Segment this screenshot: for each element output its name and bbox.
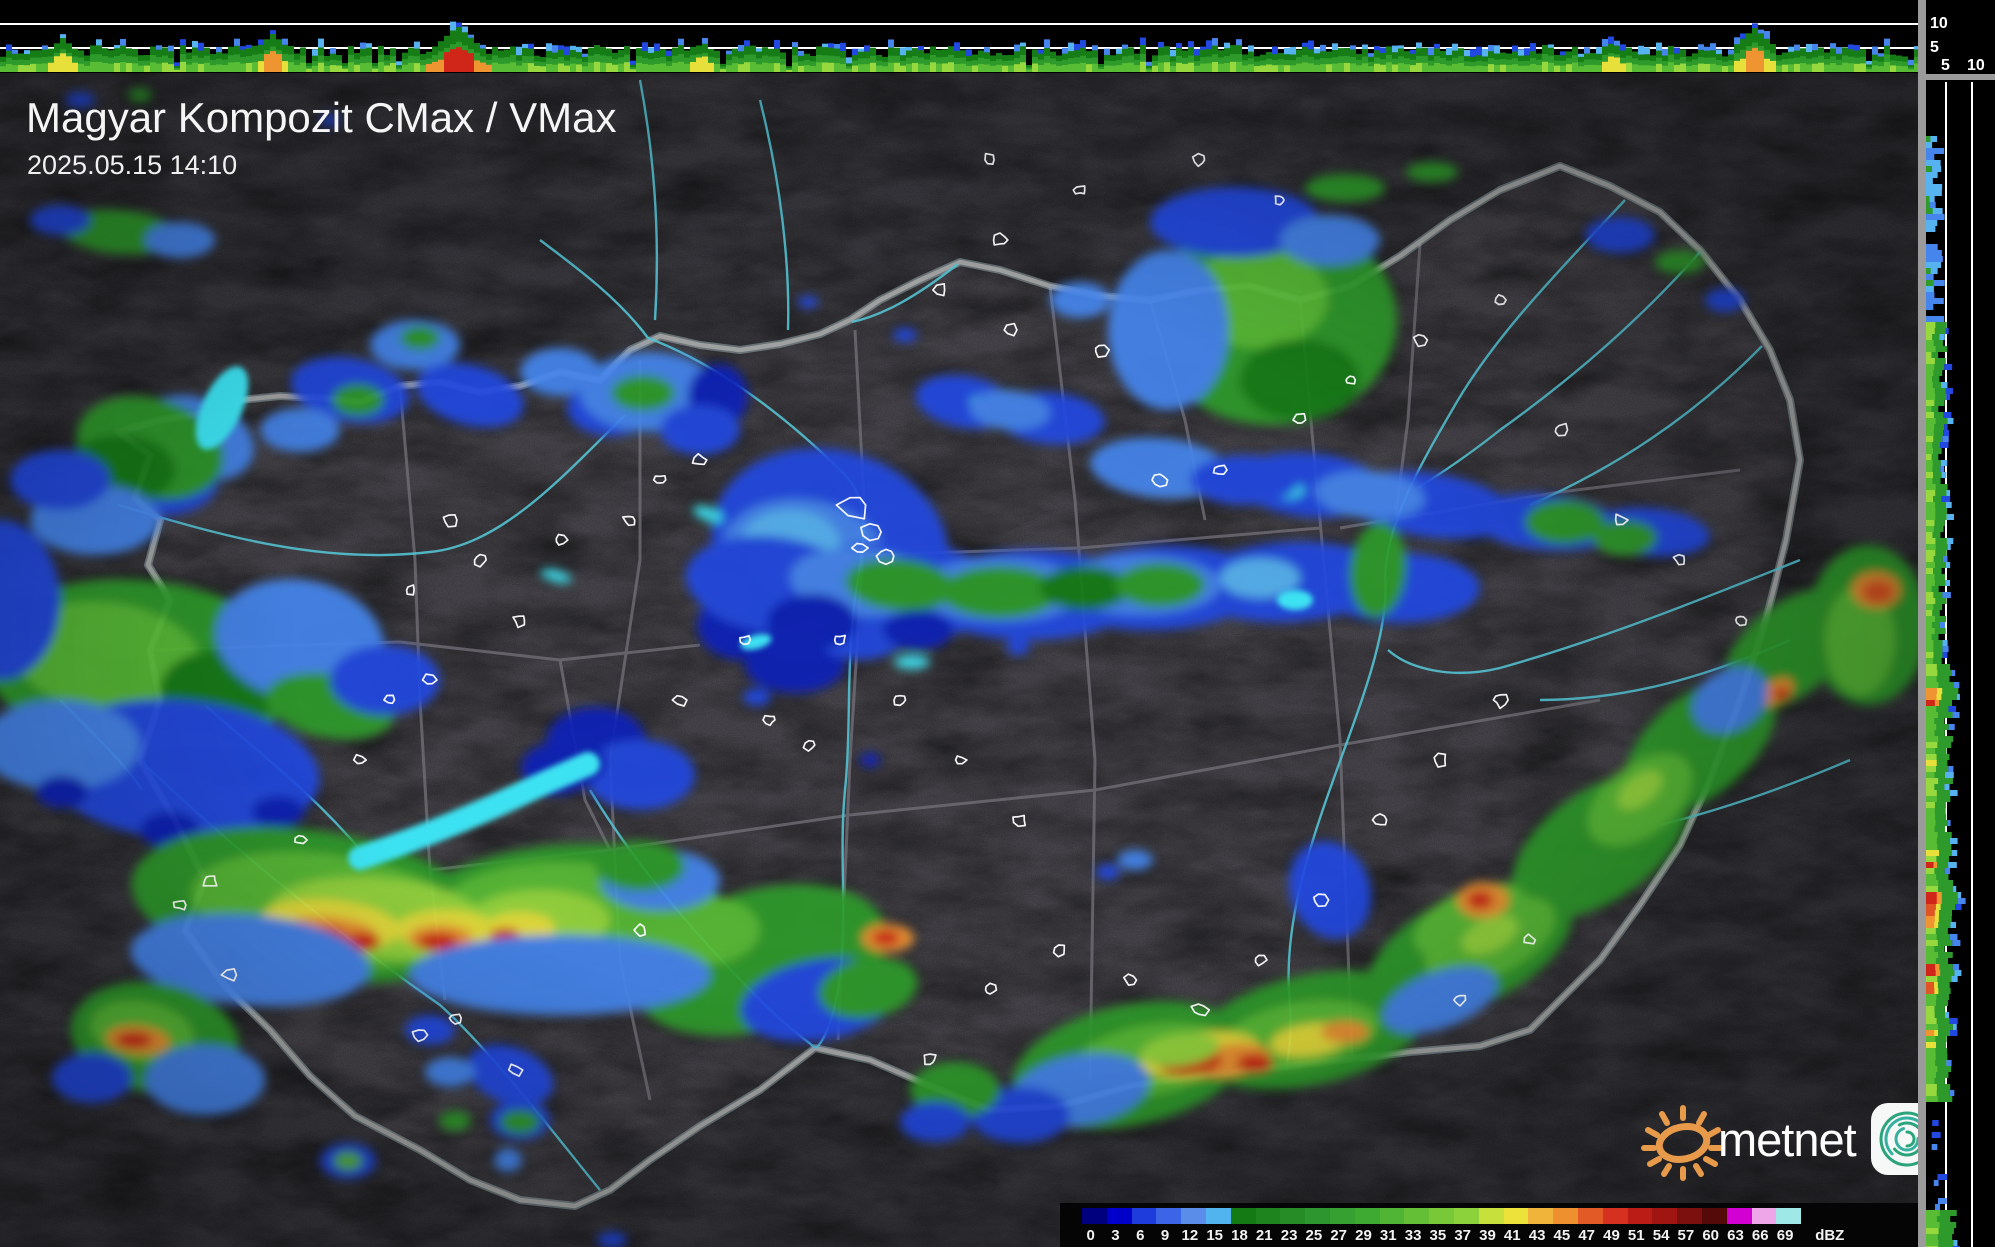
height-axis-tick-label: 10	[1967, 57, 1985, 74]
dbz-colorbar	[1082, 1208, 1802, 1224]
dbz-tick-label: 69	[1776, 1227, 1794, 1244]
dbz-color-segment	[1751, 1208, 1777, 1224]
lake-ferto	[195, 366, 249, 450]
dbz-color-segment	[1577, 1208, 1603, 1224]
dbz-tick-label: 31	[1379, 1227, 1397, 1244]
dbz-tick-label: 39	[1479, 1227, 1496, 1244]
lake-balaton	[348, 752, 600, 870]
dbz-color-segment	[1528, 1208, 1554, 1224]
metnet-wordmark: metnet	[1718, 1112, 1857, 1166]
country-border	[114, 162, 1804, 1210]
dbz-tick-label: 60	[1702, 1227, 1720, 1244]
dbz-tick-label: 45	[1553, 1227, 1571, 1244]
dbz-color-segment	[1701, 1208, 1727, 1224]
dbz-tick-label: 27	[1330, 1227, 1348, 1244]
dbz-tick-label: 6	[1136, 1227, 1145, 1244]
dbz-tick-label: 43	[1528, 1227, 1546, 1244]
height-axis-tick-label: 10	[1930, 15, 1948, 32]
dbz-color-segment	[1379, 1208, 1405, 1224]
dbz-color-segment	[1453, 1208, 1479, 1224]
lake-tisza	[1277, 590, 1313, 610]
dbz-tick-label: 25	[1305, 1227, 1323, 1244]
dbz-color-segment	[1329, 1208, 1355, 1224]
dbz-color-segment	[1726, 1208, 1752, 1224]
radar-echo-layer	[0, 88, 1920, 1247]
vmax-top-cross-section	[0, 0, 1918, 73]
dbz-color-segment	[1602, 1208, 1628, 1224]
dbz-tick-label: 66	[1751, 1227, 1769, 1244]
dbz-tick-label: 47	[1578, 1227, 1596, 1244]
lakes	[195, 366, 1313, 870]
dbz-color-segment	[1627, 1208, 1653, 1224]
dbz-color-segment	[1205, 1208, 1231, 1224]
panel-separator-vertical	[1918, 0, 1926, 1247]
dbz-tick-label: 63	[1727, 1227, 1744, 1244]
dbz-color-segment	[1082, 1208, 1107, 1224]
dbz-color-segment	[1503, 1208, 1529, 1224]
dbz-color-segment	[1354, 1208, 1380, 1224]
dbz-tick-label: 35	[1429, 1227, 1447, 1244]
sun-icon	[1641, 1105, 1723, 1181]
dbz-tick-labels: 0 3 6 9 12 15 18 21 23 25 27 29 31 33 35 37 39 41 43 45 47 49…	[1060, 1227, 1918, 1245]
lake-velence	[740, 634, 772, 650]
dbz-color-segment	[1652, 1208, 1678, 1224]
dbz-color-segment	[1255, 1208, 1281, 1224]
page-title: Magyar Kompozit CMax / VMax	[26, 94, 617, 141]
map-canvas	[0, 0, 1920, 1247]
dbz-tick-label: 41	[1503, 1227, 1521, 1244]
dbz-color-segment	[1776, 1208, 1802, 1224]
dbz-tick-label: 29	[1355, 1227, 1372, 1244]
dbz-tick-label: 0	[1086, 1227, 1095, 1244]
dbz-color-segment	[1280, 1208, 1306, 1224]
dbz-tick-label: 21	[1255, 1227, 1273, 1244]
dbz-color-segment	[1230, 1208, 1256, 1224]
dbz-tick-label: 9	[1160, 1227, 1170, 1244]
dbz-color-segment	[1305, 1208, 1330, 1224]
dbz-color-segment	[1106, 1208, 1132, 1224]
dbz-tick-label: 49	[1603, 1227, 1620, 1244]
radar-map: Magyar Kompozit CMax / VMax 2025.05.15 1…	[0, 0, 1943, 1247]
timestamp: 2025.05.15 14:10	[27, 150, 238, 180]
dbz-color-segment	[1677, 1208, 1702, 1224]
dbz-color-segment	[1553, 1208, 1578, 1224]
dbz-legend: 0 3 6 9 12 15 18 21 23 25 27 29 31 33 35 37 39 41 43 45 47 49…	[1060, 1203, 1918, 1247]
dbz-tick-label: 18	[1231, 1227, 1248, 1244]
height-axis-tick-label: 5	[1930, 39, 1939, 56]
dbz-tick-label: 15	[1206, 1227, 1224, 1244]
dbz-tick-label: 12	[1181, 1227, 1199, 1244]
settlement-outlines	[172, 152, 1748, 1077]
dbz-tick-label: 51	[1627, 1227, 1645, 1244]
dbz-tick-label: 57	[1677, 1227, 1695, 1244]
dbz-tick-label: 33	[1404, 1227, 1422, 1244]
dbz-tick-label: 23	[1280, 1227, 1298, 1244]
dbz-color-segment	[1429, 1208, 1454, 1224]
dbz-tick-label: 54	[1652, 1227, 1670, 1244]
height-axis-tick-label: 5	[1941, 57, 1950, 74]
panel-separator-horizontal	[1926, 74, 1995, 80]
metnet-logo: metnet	[1638, 1096, 1944, 1182]
dbz-color-segment	[1181, 1208, 1206, 1224]
dbz-color-segment	[1404, 1208, 1430, 1224]
dbz-tick-label: 3	[1111, 1227, 1120, 1244]
dbz-color-segment	[1156, 1208, 1182, 1224]
vmax-right-cross-section	[1926, 0, 1995, 1247]
dbz-color-segment	[1478, 1208, 1504, 1224]
dbz-tick-label: 37	[1454, 1227, 1472, 1244]
dbz-unit-label: dBZ	[1815, 1227, 1845, 1244]
dbz-color-segment	[1131, 1208, 1157, 1224]
